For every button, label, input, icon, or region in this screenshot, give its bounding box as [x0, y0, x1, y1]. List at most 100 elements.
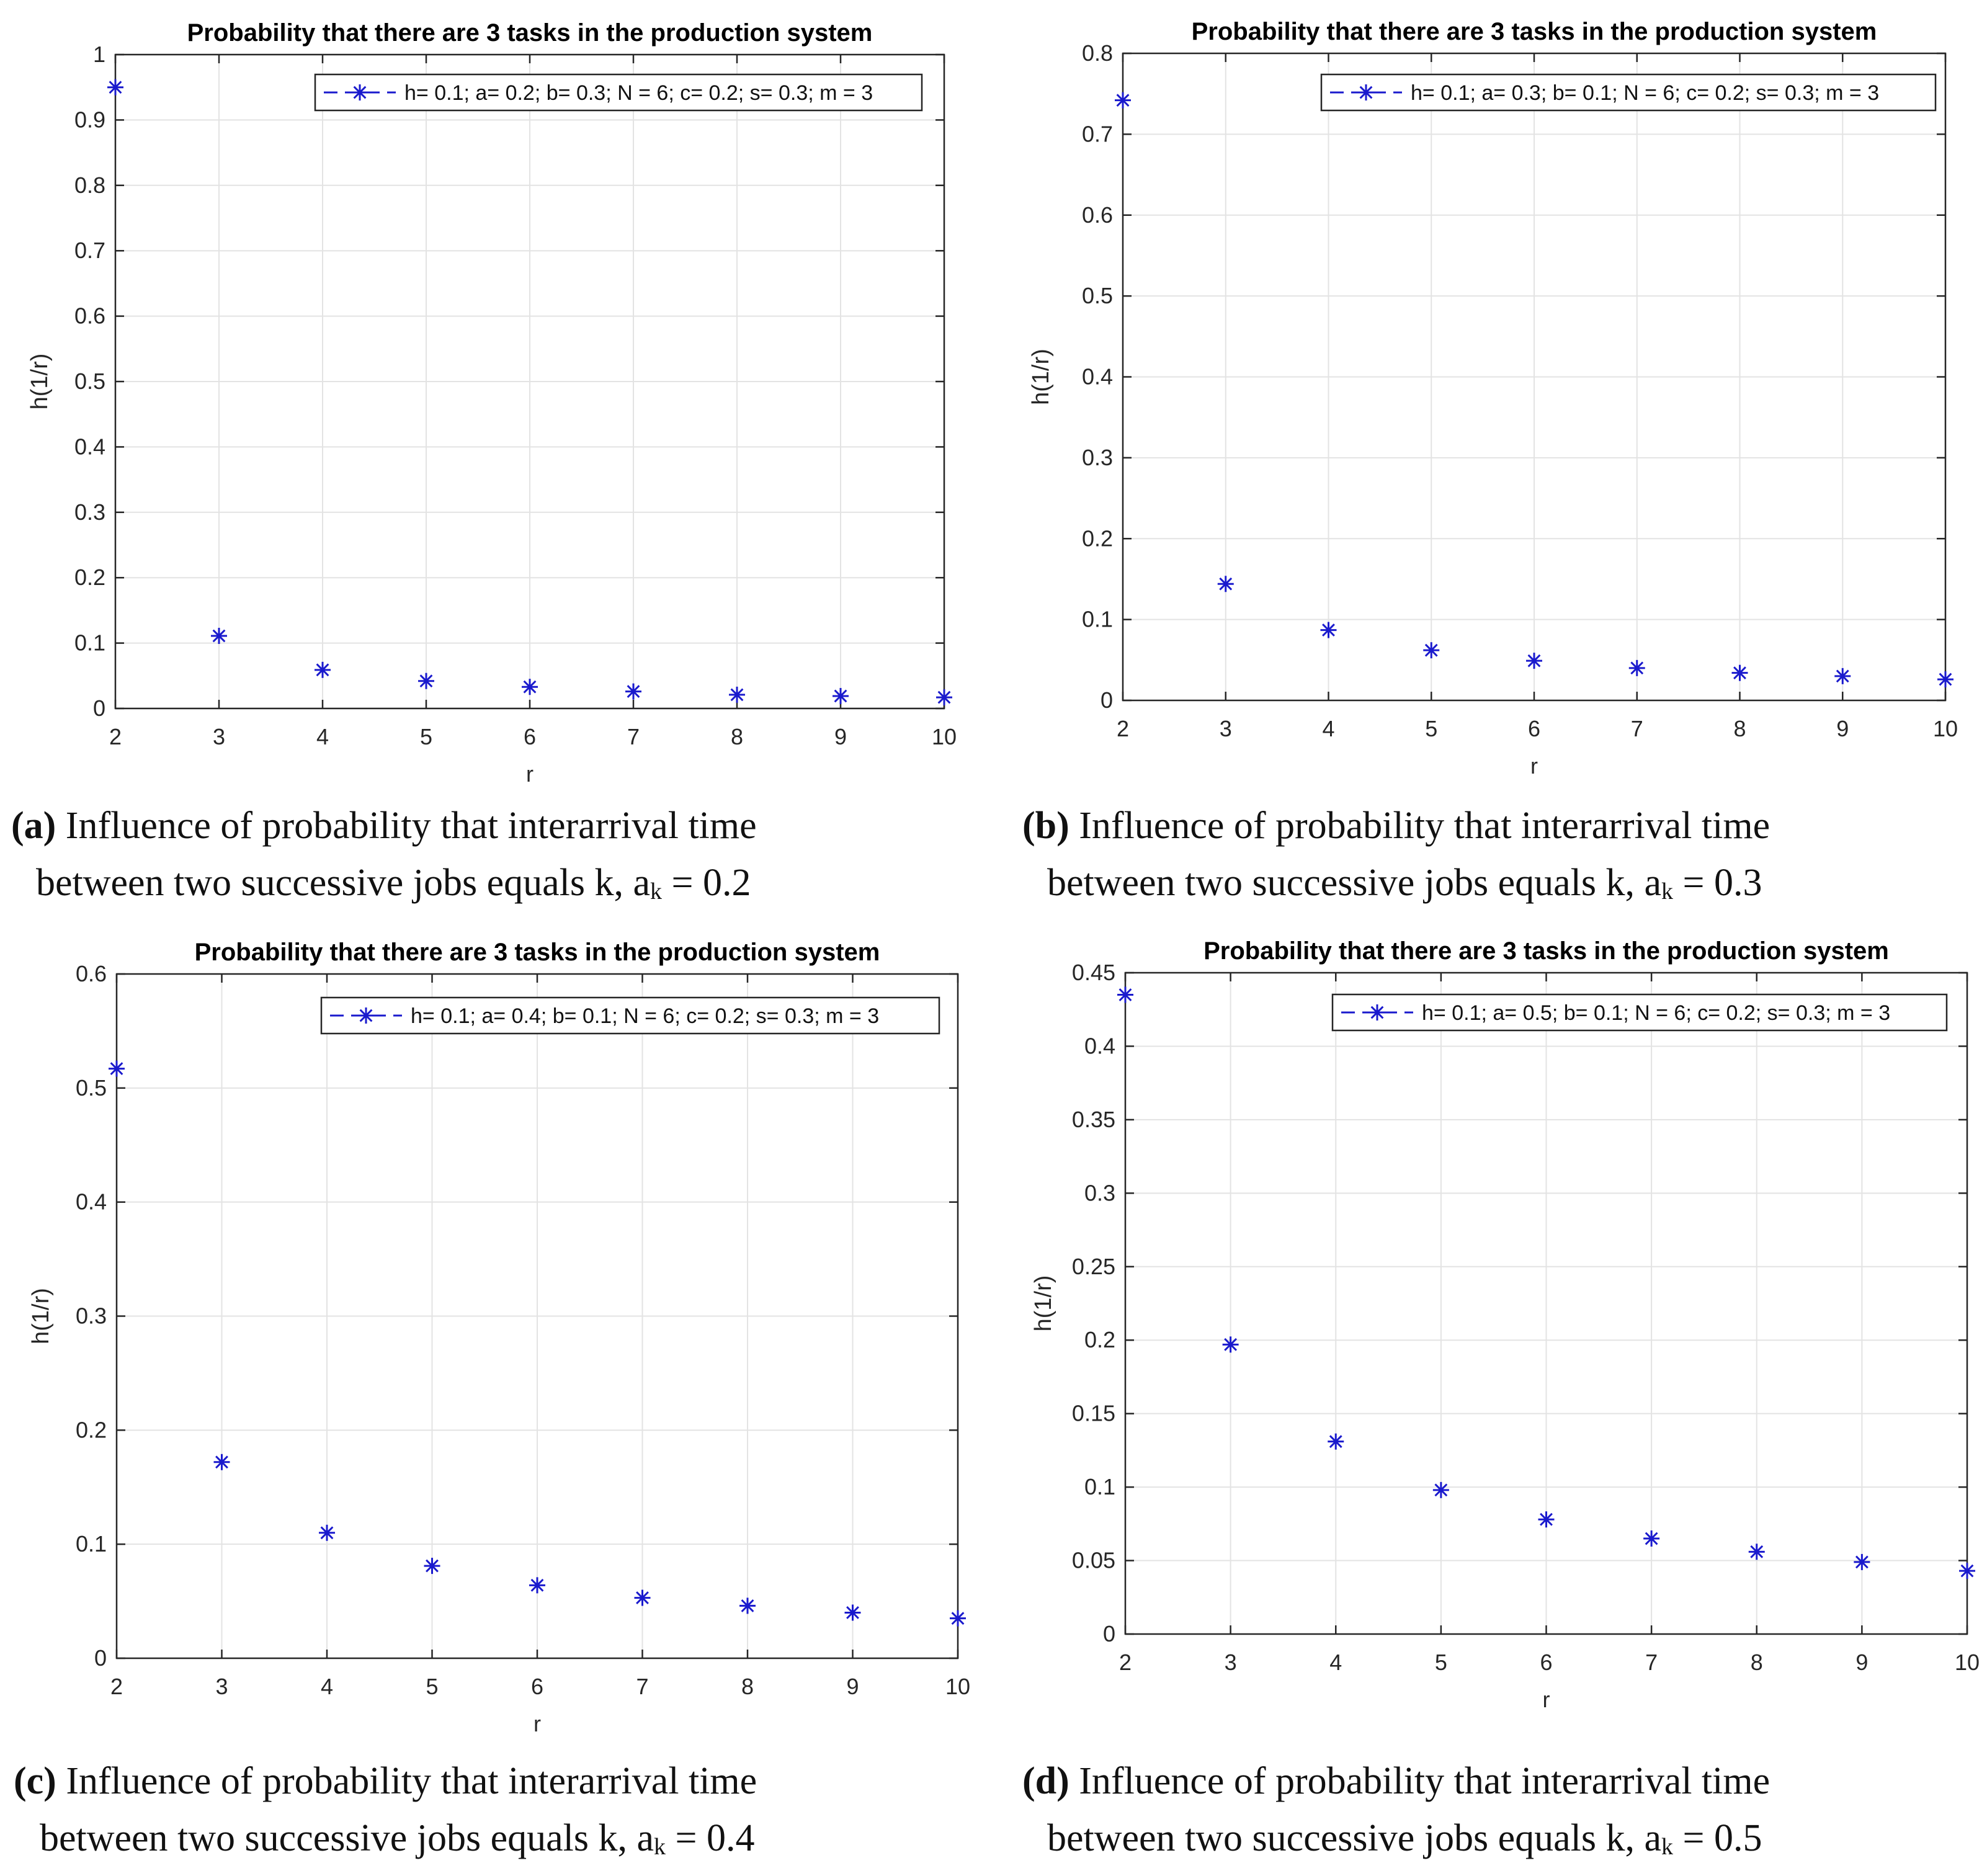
marker-stroke: [1645, 1532, 1658, 1545]
marker-stroke: [215, 1455, 228, 1469]
legend-box: [1320, 73, 1937, 112]
chart-panel: 2 3 4 5 6 7 8 9 10 0 0.1 0.2 0.3 0.4 0.5 0.6 0.7 0.8 0.9 1 P…: [27, 19, 957, 787]
y-tick-label: 0.6: [76, 961, 107, 986]
marker-stroke: [1540, 1512, 1553, 1526]
marker-stroke: [741, 1599, 754, 1612]
caption-d: (d) Influence of probability that intera…: [1022, 1753, 1770, 1875]
legend-marker: [1358, 84, 1374, 100]
marker-stroke: [1733, 666, 1746, 680]
x-tick-label: 8: [741, 1674, 754, 1699]
data-point: [1115, 92, 1131, 109]
caption-line2: between two successive jobs equals k, a: [36, 862, 651, 904]
x-tick-label: 2: [1119, 1650, 1132, 1675]
data-point: [1526, 653, 1542, 669]
marker-stroke: [212, 629, 226, 643]
x-tick-label: 4: [1329, 1650, 1342, 1675]
x-tick-label: 5: [426, 1674, 438, 1699]
x-axis-label: r: [1543, 1687, 1550, 1712]
marker-stroke: [1322, 623, 1335, 636]
marker-stroke: [320, 1526, 334, 1540]
y-tick-label: 0.1: [1084, 1474, 1115, 1499]
caption-line1: Influence of probability that interarriv…: [65, 805, 757, 847]
x-axis-label: r: [526, 761, 534, 787]
legend-box: [314, 73, 923, 112]
legend-box: [320, 996, 940, 1035]
x-tick-label: 8: [731, 724, 743, 749]
marker-stroke: [1116, 94, 1130, 107]
data-point: [625, 683, 641, 700]
x-tick-label: 10: [1955, 1650, 1980, 1675]
marker-stroke: [110, 1062, 123, 1076]
data-point: [1423, 642, 1440, 659]
x-tick-label: 6: [1528, 716, 1540, 741]
x-tick-label: 5: [1425, 716, 1437, 741]
marker-stroke: [530, 1578, 544, 1592]
legend-label: h= 0.1; a= 0.5; b= 0.1; N = 6; c= 0.2; s…: [1422, 1001, 1890, 1025]
caption-tag: (c): [14, 1760, 56, 1802]
y-tick-label: 0.5: [74, 368, 105, 394]
x-tick-label: 9: [1855, 1650, 1868, 1675]
data-point: [739, 1597, 756, 1614]
y-tick-label: 0.5: [76, 1075, 107, 1101]
y-axis-label: h(1/r): [27, 354, 53, 410]
data-point: [1937, 671, 1954, 688]
marker-stroke: [1359, 86, 1373, 99]
y-tick-label: 0.3: [76, 1303, 107, 1329]
caption-line1: Influence of probability that interarriv…: [66, 1760, 757, 1802]
x-tick-label: 10: [1933, 716, 1958, 741]
x-tick-label: 9: [1836, 716, 1849, 741]
marker-stroke: [834, 689, 847, 703]
caption-b: (b) Influence of probability that intera…: [1022, 797, 1770, 920]
x-tick-label: 4: [321, 1674, 333, 1699]
data-point: [844, 1604, 861, 1621]
y-tick-label: 0.35: [1072, 1107, 1115, 1132]
y-tick-label: 0.7: [1082, 121, 1113, 146]
x-tick-label: 3: [1225, 1650, 1237, 1675]
marker-stroke: [1855, 1555, 1869, 1569]
y-tick-label: 0.2: [74, 565, 105, 590]
marker-stroke: [1939, 672, 1952, 686]
x-tick-label: 6: [531, 1674, 543, 1699]
data-point: [211, 628, 227, 645]
x-tick-label: 10: [945, 1674, 970, 1699]
caption-subscript: k: [1661, 878, 1674, 904]
data-point: [424, 1558, 440, 1574]
marker-stroke: [1960, 1564, 1974, 1578]
x-tick-label: 2: [109, 724, 122, 749]
data-point: [1748, 1543, 1765, 1560]
y-tick-label: 0: [1101, 687, 1113, 713]
y-tick-label: 0.8: [1082, 40, 1113, 66]
marker-stroke: [523, 680, 537, 694]
y-tick-label: 0.1: [76, 1531, 107, 1557]
data-point: [1731, 664, 1748, 681]
caption-line2: between two successive jobs equals k, a: [40, 1817, 654, 1859]
data-point: [1328, 1433, 1344, 1450]
caption-c: (c) Influence of probability that intera…: [14, 1753, 757, 1875]
data-point: [1854, 1553, 1870, 1570]
x-tick-label: 7: [627, 724, 640, 749]
marker-stroke: [1527, 654, 1541, 668]
legend-box: [1331, 993, 1948, 1032]
caption-value: = 0.5: [1682, 1817, 1762, 1859]
y-tick-label: 0.5: [1082, 283, 1113, 308]
caption-tag: (d): [1022, 1760, 1069, 1802]
caption-subscript: k: [1661, 1834, 1674, 1860]
legend-marker: [358, 1007, 374, 1024]
caption-subscript: k: [650, 878, 663, 904]
data-point: [1959, 1563, 1975, 1579]
caption-value: = 0.4: [675, 1817, 755, 1859]
caption-line2: between two successive jobs equals k, a: [1047, 1817, 1662, 1859]
data-point: [315, 661, 331, 678]
y-tick-label: 0.2: [1084, 1327, 1115, 1352]
marker-stroke: [846, 1606, 859, 1619]
data-point: [936, 689, 952, 706]
chart-title: Probability that there are 3 tasks in th…: [187, 19, 873, 47]
y-tick-label: 0.3: [74, 499, 105, 525]
y-tick-label: 0.05: [1072, 1548, 1115, 1573]
chart-title: Probability that there are 3 tasks in th…: [195, 939, 880, 966]
y-tick-label: 0.45: [1072, 960, 1115, 985]
data-point: [833, 687, 849, 704]
caption-line1: Influence of probability that interarriv…: [1079, 1760, 1770, 1802]
chart-panel: 2 3 4 5 6 7 8 9 10 0 0.1 0.2 0.3 0.4 0.5 0.6 0.7 0.8 Proba…: [1028, 18, 1958, 779]
